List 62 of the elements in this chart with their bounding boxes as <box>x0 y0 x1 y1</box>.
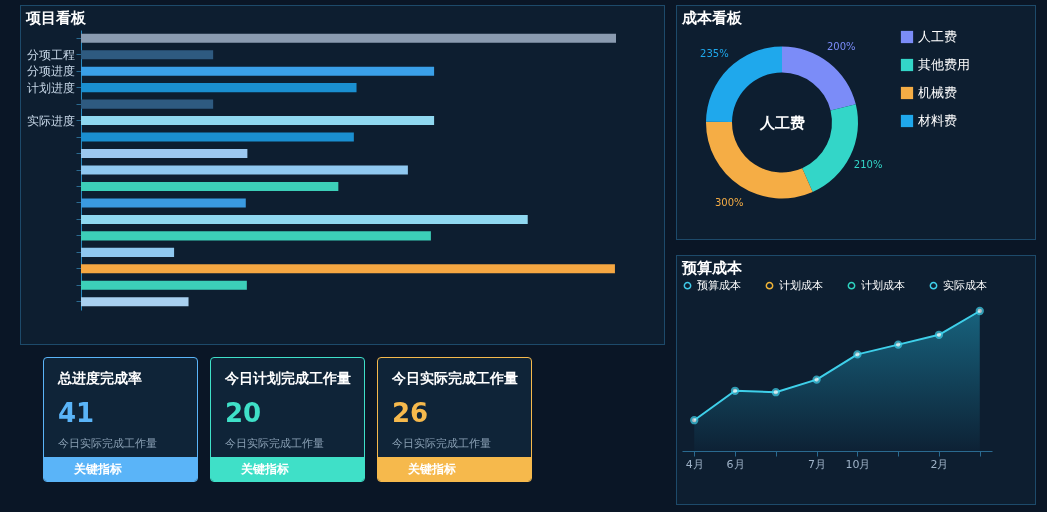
chart-title: 预算成本 <box>681 259 743 277</box>
point <box>730 386 740 395</box>
bar <box>81 165 408 175</box>
bar <box>81 132 354 142</box>
x-tick-label: 2月 <box>930 457 949 471</box>
legend-label: 预算成本 <box>697 278 741 292</box>
point <box>853 350 862 359</box>
point <box>975 306 984 316</box>
text: 关键指标 <box>44 457 197 481</box>
bar <box>81 116 435 126</box>
legend-label: 计划成本 <box>861 278 905 292</box>
y-tick-label: 计划进度 <box>26 80 75 95</box>
bar <box>81 33 616 43</box>
text: 人工费 <box>758 113 805 132</box>
text: 26 <box>392 398 430 428</box>
y-tick-label: 实际进度 <box>26 113 75 128</box>
bar <box>81 181 339 191</box>
data-label: 210% <box>853 158 883 170</box>
legend-label: 材料费 <box>917 113 957 128</box>
legend-label: 其他费用 <box>918 57 970 72</box>
text: 41 <box>58 398 96 428</box>
legend-label: 实际成本 <box>943 278 987 292</box>
point <box>934 330 944 339</box>
chart-title: 成本看板 <box>681 9 743 27</box>
bar <box>81 214 528 224</box>
data-label: 235% <box>700 48 729 60</box>
text: 总进度完成率 <box>58 370 143 388</box>
x-tick-label: 6月 <box>726 457 745 471</box>
legend-label: 人工费 <box>918 29 957 44</box>
bar <box>81 231 431 241</box>
bar <box>81 66 435 76</box>
chart-title: 项目看板 <box>25 9 87 27</box>
x-tick-label: 10月 <box>845 457 871 471</box>
legend-label: 机械费 <box>918 85 957 100</box>
bar <box>81 83 357 93</box>
y-tick-label: 分项工程 <box>26 47 75 62</box>
point <box>771 388 780 397</box>
data-label: 200% <box>826 40 856 52</box>
text: 今日实际完成工作量 <box>392 370 519 388</box>
bar <box>81 264 615 274</box>
point <box>894 340 903 349</box>
bar <box>81 99 214 109</box>
text: 今日实际完成工作量 <box>392 436 492 451</box>
y-tick-label: 分项进度 <box>26 64 75 79</box>
text: 今日实际完成工作量 <box>58 436 158 451</box>
text: 20 <box>225 398 263 428</box>
bar <box>81 198 246 208</box>
bar <box>81 280 247 290</box>
text: 今日计划完成工作量 <box>225 370 352 388</box>
bar <box>81 247 175 257</box>
text: 关键指标 <box>211 457 364 481</box>
legend-label: 计划成本 <box>779 278 823 292</box>
bar <box>81 50 214 60</box>
x-tick-label: 7月 <box>808 457 827 471</box>
bar <box>81 297 189 307</box>
text: 今日实际完成工作量 <box>225 436 325 451</box>
data-label: 300% <box>714 196 744 208</box>
text: 关键指标 <box>378 457 531 481</box>
x-tick-label: 4月 <box>685 457 704 471</box>
bar <box>81 149 248 159</box>
point <box>812 375 821 384</box>
point <box>690 416 699 425</box>
